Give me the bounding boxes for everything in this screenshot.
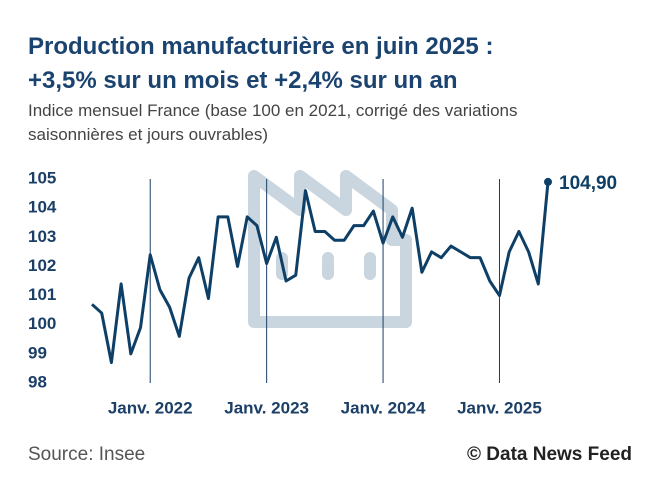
factory-watermark	[248, 170, 412, 328]
source: Source: Insee	[28, 444, 146, 465]
title-line: +3,5% sur un mois et +2,4% sur un an	[28, 67, 458, 94]
y-tick-label: 101	[28, 285, 56, 304]
x-tick-label: Janv. 2025	[457, 398, 542, 417]
factory-windows	[276, 252, 376, 280]
y-tick-label: 100	[28, 314, 56, 333]
x-tick-label: Janv. 2022	[108, 398, 193, 417]
chart-title: Production manufacturière en juin 2025 :…	[28, 30, 493, 98]
chart-subtitle: Indice mensuel France (base 100 en 2021,…	[28, 101, 518, 144]
x-tick-label: Janv. 2024	[341, 398, 426, 417]
y-tick-label: 105	[28, 168, 56, 187]
y-tick-label: 103	[28, 227, 56, 246]
x-tick-label: Janv. 2023	[224, 398, 309, 417]
series-line	[90, 181, 550, 365]
y-tick-label: 98	[28, 372, 47, 391]
credit: © Data News Feed	[467, 444, 632, 465]
y-tick-label: 104	[28, 198, 57, 217]
y-tick-label: 99	[28, 343, 47, 362]
data-label: 104,90	[559, 173, 617, 194]
end-point	[544, 177, 552, 186]
y-tick-label: 102	[28, 256, 56, 275]
title-line: Production manufacturière en juin 2025 :	[28, 33, 494, 60]
